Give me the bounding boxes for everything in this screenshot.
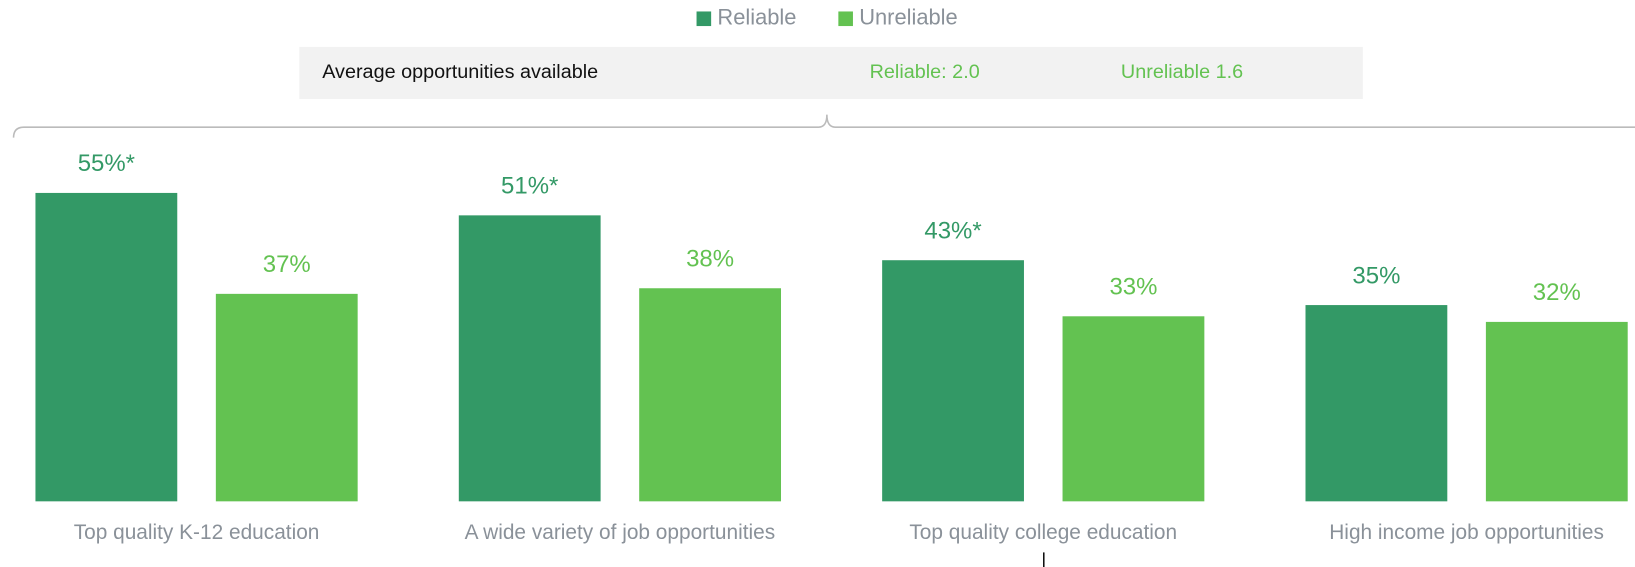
bar — [1485, 321, 1628, 502]
value-label: 51%* — [501, 173, 558, 200]
legend-swatch — [838, 11, 853, 27]
x-tick-label: A wide variety of job opportunities — [465, 521, 776, 544]
bar — [639, 288, 782, 502]
value-label: 55%* — [78, 150, 135, 177]
legend-label: Unreliable — [859, 5, 958, 30]
value-label: 38% — [686, 245, 734, 272]
bar — [215, 293, 358, 502]
info-unreliable: Unreliable 1.6 — [1121, 61, 1243, 83]
bar — [882, 260, 1024, 502]
value-label: 32% — [1533, 279, 1581, 306]
x-tick-label: High income job opportunities — [1329, 521, 1604, 544]
legend-label: Reliable — [717, 5, 796, 30]
x-tick-label: Top quality K-12 education — [74, 521, 320, 544]
value-label: 43%* — [924, 217, 981, 244]
bar — [35, 192, 178, 502]
info-label: Average opportunities available — [322, 61, 598, 83]
bracket — [12, 114, 1635, 138]
x-tick-label: Top quality college education — [909, 521, 1177, 544]
bar — [458, 215, 601, 502]
value-label: 33% — [1109, 273, 1157, 300]
bar — [1305, 305, 1448, 502]
bar — [1062, 316, 1205, 502]
info-reliable: Reliable: 2.0 — [870, 61, 980, 83]
legend-swatch — [696, 11, 712, 27]
value-label: 35% — [1352, 262, 1400, 289]
value-label: 37% — [263, 251, 311, 278]
info-box — [299, 46, 1363, 100]
